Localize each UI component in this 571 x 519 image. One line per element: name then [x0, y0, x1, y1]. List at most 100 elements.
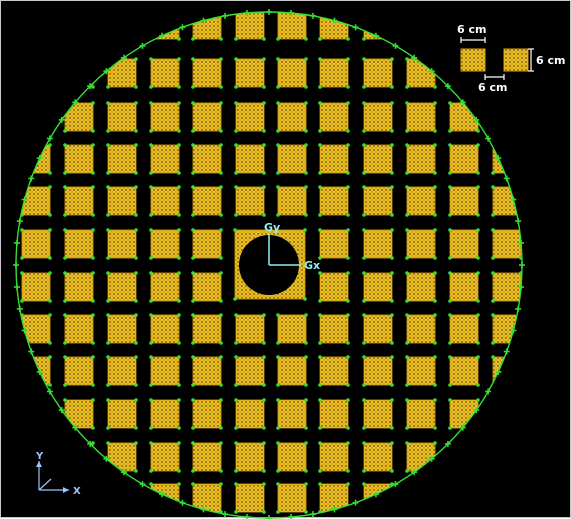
mesh-node [191, 271, 195, 275]
mesh-node [134, 171, 138, 175]
mesh-node [362, 313, 366, 317]
mesh-node [476, 171, 480, 175]
mesh-node [262, 510, 266, 514]
mesh-node [362, 129, 366, 133]
mesh-node [448, 313, 452, 317]
mesh-node [476, 143, 480, 147]
mesh-node [233, 297, 237, 301]
mesh-node [276, 37, 280, 41]
mesh-node [177, 256, 181, 260]
mesh-node [234, 383, 238, 387]
mesh-node [433, 213, 437, 217]
mesh-node [106, 299, 110, 303]
mesh-node [234, 37, 238, 41]
mesh-tile [192, 12, 222, 40]
mesh-node [134, 469, 138, 473]
mesh-node [346, 355, 350, 359]
mesh-node [91, 129, 95, 133]
mesh-node [63, 341, 67, 345]
mesh-node [48, 299, 52, 303]
mesh-node [346, 398, 350, 402]
mesh-node [362, 37, 366, 41]
mesh-node [318, 441, 322, 445]
mesh-node [433, 256, 437, 260]
mesh-node [149, 355, 153, 359]
mesh-node [276, 185, 280, 189]
mesh-tile [319, 356, 349, 386]
mesh-node [390, 228, 394, 232]
mesh-tile [192, 272, 222, 302]
mesh-tile [21, 229, 51, 259]
mesh-node [106, 228, 110, 232]
mesh-tile [406, 102, 436, 132]
mesh-tile [319, 12, 349, 40]
mesh-node [405, 101, 409, 105]
mesh-tile [192, 483, 222, 513]
mesh-node [262, 469, 266, 473]
mesh-node [362, 256, 366, 260]
mesh-node [362, 355, 366, 359]
mesh-node [433, 299, 437, 303]
mesh-node [262, 143, 266, 147]
mesh-node [191, 57, 195, 61]
mesh-node [433, 171, 437, 175]
mesh-node [390, 355, 394, 359]
mesh-node [390, 398, 394, 402]
mesh-node [346, 271, 350, 275]
mesh-node [433, 355, 437, 359]
mesh-node [149, 383, 153, 387]
mesh-node [91, 299, 95, 303]
mesh-node [91, 228, 95, 232]
mesh-node [448, 271, 452, 275]
mesh-node [346, 85, 350, 89]
mesh-node [390, 299, 394, 303]
mesh-node [219, 185, 223, 189]
mesh-node [362, 143, 366, 147]
mesh-node [491, 313, 495, 317]
mesh-node [149, 101, 153, 105]
mesh-node [390, 441, 394, 445]
mesh-node [304, 313, 308, 317]
mesh-node [303, 228, 307, 232]
triad-y-label: Y [35, 451, 44, 462]
mesh-node [234, 213, 238, 217]
mesh-tile [363, 272, 393, 302]
mesh-node [234, 469, 238, 473]
mesh-node [346, 37, 350, 41]
mesh-node [433, 341, 437, 345]
mesh-node [63, 271, 67, 275]
mesh-node [219, 228, 223, 232]
mesh-node [262, 101, 266, 105]
mesh-node [191, 213, 195, 217]
mesh-node [390, 101, 394, 105]
mesh-node [177, 85, 181, 89]
mesh-node [63, 313, 67, 317]
mesh-tile [277, 442, 307, 472]
mesh-node [134, 256, 138, 260]
mesh-node [318, 383, 322, 387]
mesh-tile [64, 272, 94, 302]
mesh-node [262, 129, 266, 133]
mesh-node [91, 256, 95, 260]
mesh-node [304, 129, 308, 133]
mesh-node [63, 398, 67, 402]
mesh-node [106, 355, 110, 359]
mesh-node [91, 341, 95, 345]
mesh-node [476, 398, 480, 402]
mesh-node [106, 341, 110, 345]
mesh-tile [363, 12, 393, 40]
mesh-node [177, 426, 181, 430]
mesh-node [48, 228, 52, 232]
mesh-node [219, 482, 223, 486]
mesh-tile [492, 356, 522, 386]
mesh-node [219, 398, 223, 402]
axis-triad-icon: Y X [35, 451, 81, 497]
mesh-node [177, 213, 181, 217]
mesh-tile [107, 186, 137, 216]
mesh-node [149, 441, 153, 445]
mesh-node [433, 426, 437, 430]
mesh-tile [21, 356, 51, 386]
mesh-node [191, 355, 195, 359]
mesh-node [318, 129, 322, 133]
